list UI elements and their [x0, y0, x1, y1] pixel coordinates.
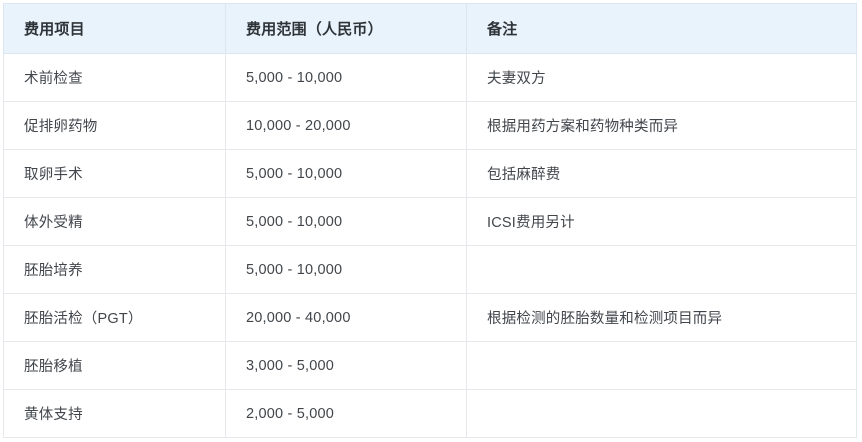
- column-header-item: 费用项目: [3, 3, 226, 54]
- table-row: 体外受精 5,000 - 10,000 ICSI费用另计: [3, 197, 857, 246]
- cost-table: 费用项目 费用范围（人民币） 备注 术前检查 5,000 - 10,000 夫妻…: [3, 3, 857, 438]
- cell-item: 胚胎活检（PGT）: [3, 293, 226, 342]
- cell-item: 促排卵药物: [3, 101, 226, 150]
- cell-range: 3,000 - 5,000: [225, 341, 467, 390]
- cell-range: 20,000 - 40,000: [225, 293, 467, 342]
- cell-item: 取卵手术: [3, 149, 226, 198]
- table-row: 取卵手术 5,000 - 10,000 包括麻醉费: [3, 149, 857, 198]
- cell-note: 根据检测的胚胎数量和检测项目而异: [466, 293, 857, 342]
- cell-range: 5,000 - 10,000: [225, 149, 467, 198]
- table-row: 术前检查 5,000 - 10,000 夫妻双方: [3, 53, 857, 102]
- cell-note: [466, 389, 857, 438]
- cell-item: 术前检查: [3, 53, 226, 102]
- table-row: 胚胎移植 3,000 - 5,000: [3, 341, 857, 390]
- cell-range: 10,000 - 20,000: [225, 101, 467, 150]
- cell-note: ICSI费用另计: [466, 197, 857, 246]
- cell-range: 2,000 - 5,000: [225, 389, 467, 438]
- column-header-range: 费用范围（人民币）: [225, 3, 467, 54]
- table-row: 黄体支持 2,000 - 5,000: [3, 389, 857, 438]
- cell-item: 胚胎移植: [3, 341, 226, 390]
- cell-range: 5,000 - 10,000: [225, 245, 467, 294]
- cell-note: [466, 245, 857, 294]
- cell-item: 体外受精: [3, 197, 226, 246]
- cell-item: 胚胎培养: [3, 245, 226, 294]
- table-header: 费用项目 费用范围（人民币） 备注: [3, 3, 857, 54]
- table-body: 术前检查 5,000 - 10,000 夫妻双方 促排卵药物 10,000 - …: [3, 53, 857, 438]
- table-row: 胚胎培养 5,000 - 10,000: [3, 245, 857, 294]
- cell-note: 夫妻双方: [466, 53, 857, 102]
- cell-range: 5,000 - 10,000: [225, 197, 467, 246]
- table-row: 促排卵药物 10,000 - 20,000 根据用药方案和药物种类而异: [3, 101, 857, 150]
- cell-note: 包括麻醉费: [466, 149, 857, 198]
- cell-item: 黄体支持: [3, 389, 226, 438]
- cell-note: 根据用药方案和药物种类而异: [466, 101, 857, 150]
- cell-range: 5,000 - 10,000: [225, 53, 467, 102]
- table-row: 胚胎活检（PGT） 20,000 - 40,000 根据检测的胚胎数量和检测项目…: [3, 293, 857, 342]
- cell-note: [466, 341, 857, 390]
- table-header-row: 费用项目 费用范围（人民币） 备注: [3, 3, 857, 54]
- column-header-note: 备注: [466, 3, 857, 54]
